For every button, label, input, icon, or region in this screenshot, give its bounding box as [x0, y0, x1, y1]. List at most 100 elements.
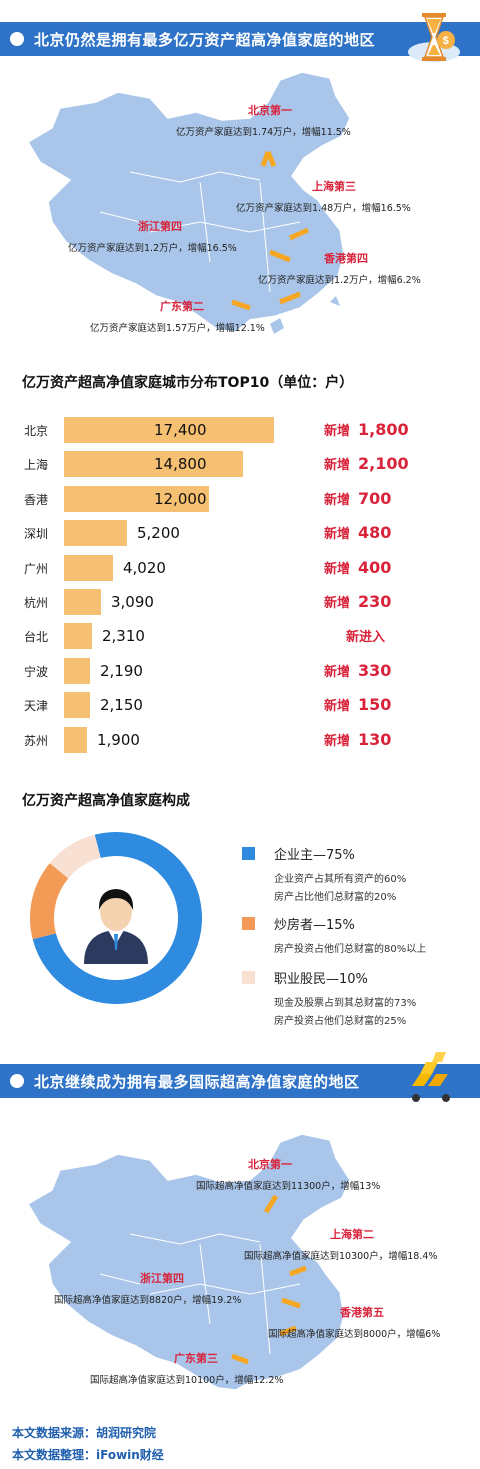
bar-city-label: 深圳 [24, 527, 49, 541]
increase-number: 150 [358, 695, 392, 714]
gold-cart-icon [402, 1048, 462, 1108]
footer-source: 本文数据来源：胡润研究院 [12, 1426, 157, 1440]
bar [64, 520, 127, 546]
increase-number: 1,800 [358, 420, 409, 439]
bar-city-label: 杭州 [24, 596, 49, 610]
map2-zhejiang-name: 浙江第四 [140, 1272, 184, 1285]
map2-shanghai-desc: 国际超高净值家庭达到10300户，增幅18.4% [244, 1251, 438, 1262]
china-map-shape [26, 71, 351, 334]
china-map-2: 北京第一 国际超高净值家庭达到11300户，增幅13% 上海第二 国际超高净值家… [0, 1124, 480, 1400]
bar-value-label: 1,900 [97, 731, 140, 749]
bar-increase-label: 新增 330 [324, 661, 391, 680]
bar [64, 589, 101, 615]
legend-desc: 房产投资占他们总财富的25% [274, 1016, 407, 1027]
footer-editor: 本文数据整理：iFowin财经 [12, 1448, 164, 1462]
bar-increase-label: 新增 2,100 [324, 454, 409, 473]
bar [64, 623, 92, 649]
bar [64, 486, 209, 512]
bar-city-label: 上海 [24, 458, 49, 472]
bar-row: 北京 17,400 新增 1,800 [0, 417, 480, 443]
map1-guangdong-desc: 亿万资产家庭达到1.57万户，增幅12.1% [90, 323, 265, 334]
bar-row: 台北 2,310 新进入 [0, 623, 480, 649]
bar [64, 451, 243, 477]
bar-increase-label: 新增 1,800 [324, 420, 409, 439]
businessman-avatar-icon [84, 889, 148, 964]
map1-beijing-desc: 亿万资产家庭达到1.74万户，增幅11.5% [176, 127, 351, 138]
increase-number: 130 [358, 730, 392, 749]
bar-row: 天津 2,150 新增 150 [0, 692, 480, 718]
increase-number: 480 [358, 523, 392, 542]
legend-name: 企业主—75% [274, 848, 355, 863]
bar-increase-label: 新增 130 [324, 730, 391, 749]
legend-swatch [242, 917, 255, 930]
china-map-1: 北京第一 亿万资产家庭达到1.74万户，增幅11.5% 上海第三 亿万资产家庭达… [0, 62, 480, 342]
bar-value-label: 17,400 [154, 421, 207, 439]
bar [64, 417, 274, 443]
bar [64, 692, 90, 718]
beijing-arrow [260, 151, 277, 167]
increase-number: 230 [358, 592, 392, 611]
map2-shanghai-name: 上海第二 [330, 1228, 374, 1241]
bar-value-label: 2,150 [100, 696, 143, 714]
bar-value-label: 2,190 [100, 662, 143, 680]
map1-guangdong-name: 广东第二 [160, 300, 204, 313]
bar-increase-label: 新增 150 [324, 695, 391, 714]
bar-increase-label: 新增 700 [324, 489, 391, 508]
bar-value-label: 14,800 [154, 455, 207, 473]
map1-hongkong-desc: 亿万资产家庭达到1.2万户，增幅6.2% [258, 275, 421, 286]
increase-number: 400 [358, 558, 392, 577]
bar-value-label: 5,200 [137, 524, 180, 542]
increase-number: 330 [358, 661, 392, 680]
map1-shanghai-desc: 亿万资产家庭达到1.48万户，增幅16.5% [236, 203, 411, 214]
bar [64, 658, 90, 684]
bar-row: 香港 12,000 新增 700 [0, 486, 480, 512]
increase-word: 新增 [324, 699, 351, 714]
bar-row: 苏州 1,900 新增 130 [0, 727, 480, 753]
legend-name: 职业股民—10% [274, 972, 368, 987]
bar-city-label: 北京 [24, 424, 49, 438]
bar-increase-label: 新增 230 [324, 592, 391, 611]
increase-word: 新增 [324, 493, 351, 508]
map2-hongkong-desc: 国际超高净值家庭达到8000户，增幅6% [268, 1329, 441, 1340]
increase-word: 新增 [324, 527, 351, 542]
bullet-dot [10, 32, 24, 46]
increase-word: 新增 [324, 458, 351, 473]
bar-row: 广州 4,020 新增 400 [0, 555, 480, 581]
banner-1: 北京仍然是拥有最多亿万资产超高净值家庭的地区 $ [0, 13, 480, 62]
map1-shanghai-name: 上海第三 [312, 180, 356, 193]
bar-value-label: 2,310 [102, 627, 145, 645]
map2-zhejiang-desc: 国际超高净值家庭达到8820户，增幅19.2% [54, 1295, 242, 1306]
donut-slice [49, 834, 101, 879]
bar [64, 727, 87, 753]
increase-number: 700 [358, 489, 392, 508]
composition-title: 亿万资产超高净值家庭构成 [22, 793, 190, 809]
banner-2-title: 北京继续成为拥有最多国际超高净值家庭的地区 [34, 1072, 360, 1091]
map2-beijing-name: 北京第一 [248, 1158, 292, 1171]
bar-increase-label: 新增 480 [324, 523, 391, 542]
china-map-shape [26, 1133, 351, 1391]
bar-row: 上海 14,800 新增 2,100 [0, 451, 480, 477]
legend-desc: 现金及股票占到其总财富的73% [274, 998, 417, 1009]
bar-city-label: 宁波 [24, 665, 49, 679]
bar-row: 宁波 2,190 新增 330 [0, 658, 480, 684]
bar-value-label: 3,090 [111, 593, 154, 611]
legend-swatch [242, 847, 255, 860]
donut-slice [30, 863, 69, 940]
increase-word: 新增 [324, 665, 351, 680]
bullet-dot [10, 1074, 24, 1088]
map2-beijing-desc: 国际超高净值家庭达到11300户，增幅13% [196, 1181, 381, 1192]
map2-hongkong-name: 香港第五 [340, 1306, 384, 1319]
legend-desc: 房产占比他们总财富的20% [274, 892, 397, 903]
map2-guangdong-desc: 国际超高净值家庭达到10100户，增幅12.2% [90, 1375, 284, 1386]
svg-text:$: $ [443, 35, 450, 47]
increase-word: 新增 [324, 562, 351, 577]
bar-value-label: 4,020 [123, 559, 166, 577]
map1-beijing-name: 北京第一 [248, 104, 292, 117]
legend-desc: 企业资产占其所有资产的60% [274, 874, 407, 885]
hourglass-money-icon: $ [406, 10, 462, 70]
map1-hongkong-name: 香港第四 [324, 252, 368, 265]
bar-value-label: 12,000 [154, 490, 207, 508]
increase-number: 2,100 [358, 454, 409, 473]
bar-increase-label: 新进入 [346, 626, 385, 645]
bar [64, 555, 113, 581]
